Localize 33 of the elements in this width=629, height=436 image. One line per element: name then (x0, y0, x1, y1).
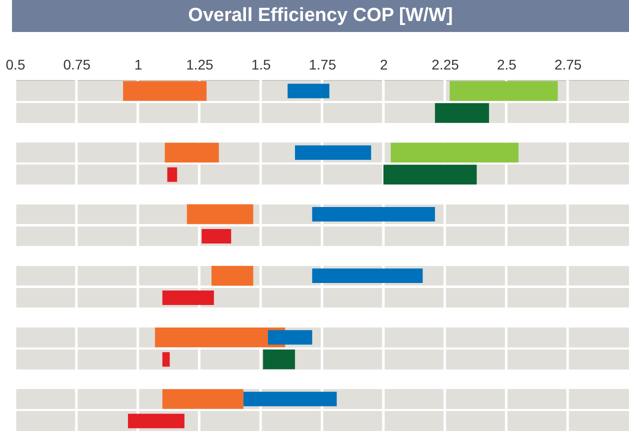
x-tick-label: 0.5 (6, 56, 26, 72)
x-tick-label: 1.25 (186, 56, 214, 72)
bar (263, 350, 295, 370)
bar (154, 328, 286, 348)
bar (450, 81, 558, 101)
bar (186, 204, 254, 224)
x-tick-label: 2 (380, 56, 388, 72)
x-tick-label: 2.5 (496, 56, 517, 72)
bar (268, 330, 312, 345)
bar (294, 145, 372, 160)
bar (164, 142, 219, 162)
bar (202, 228, 232, 244)
bar (128, 414, 184, 428)
x-tick-label: 1 (134, 56, 142, 72)
bar (390, 142, 518, 162)
bar (434, 103, 490, 123)
x-tick-label: 0.75 (63, 56, 91, 72)
bar (243, 392, 337, 406)
x-tick-label: 2.75 (554, 56, 582, 72)
bar (211, 266, 254, 286)
bar (167, 167, 178, 182)
bar (383, 164, 477, 184)
bar (288, 84, 330, 98)
bar (312, 268, 423, 284)
bar (162, 389, 244, 409)
x-tick-label: 1.5 (251, 56, 272, 72)
chart-title: Overall Efficiency COP [W/W] (12, 0, 629, 32)
x-tick-label: 1.75 (308, 56, 336, 72)
bar (162, 290, 214, 306)
bar (312, 206, 435, 222)
bar (123, 81, 207, 101)
bar (162, 352, 170, 367)
x-tick-label: 2.25 (432, 56, 460, 72)
